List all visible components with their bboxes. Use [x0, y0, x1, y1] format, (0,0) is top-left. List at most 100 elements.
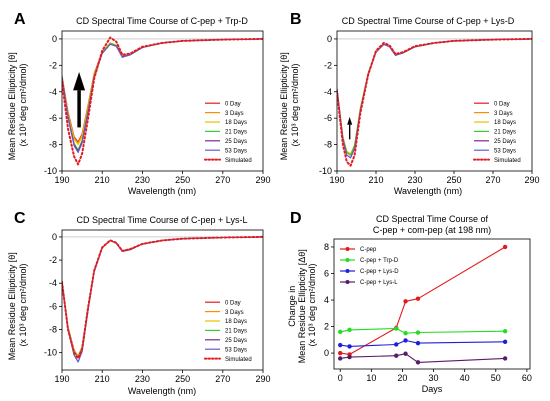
panel-b-legend-label-1: 3 Days	[494, 111, 513, 117]
panel-c-legend-label-0: 0 Day	[225, 300, 241, 306]
panel-a-legend-label-0: 0 Day	[225, 101, 241, 107]
panel-c-ylabel-line2: (x 10³ deg cm²/dmol)	[18, 263, 28, 346]
panel-a-ytick-label-4: -8	[49, 140, 57, 150]
panel-d-ytick-label-2: 4	[324, 295, 329, 305]
panel-c-legend-label-1: 3 Days	[225, 310, 244, 316]
panel-a-plot: 190 210 230 250 270 290 0 -2 -4 -6 -8 -10 0 Day 3 Day…	[44, 30, 271, 185]
panel-d-legend-marker-0	[345, 247, 350, 251]
panel-b-ytick-label-2: -4	[324, 87, 332, 97]
panel-d-xtick-label-0: 0	[338, 373, 343, 383]
panel-d-series-0-point-0	[338, 350, 343, 356]
panel-c-ytick-label-1: -2	[49, 255, 57, 265]
panel-a-xtick-label-0: 190	[54, 175, 69, 185]
panel-a-xtick-label-5: 290	[255, 175, 270, 185]
panel-b-legend: 0 Day 3 Days 18 Days 21 Days 25 Days 53 Days S…	[473, 101, 521, 164]
panel-b-ytick-label-3: -6	[324, 113, 332, 123]
panel-c-xtick-label-2: 230	[135, 374, 150, 384]
panel-d-ylabel-line2: Mean Residue Ellipticity [Δθ]	[297, 249, 307, 363]
panel-c-legend-label-3: 21 Days	[225, 329, 247, 335]
panel-c-title: CD Spectral Time Course of C-pep + Lys-L	[77, 215, 248, 225]
panel-d-ylabel-line1: Change in	[287, 286, 297, 327]
panel-b-arrow-head	[347, 116, 353, 125]
panel-a-title: CD Spectral Time Course of C-pep + Trp-D	[76, 16, 248, 26]
panel-b-ytick-label-1: -2	[324, 60, 332, 70]
panel-d-frame	[333, 238, 531, 370]
panel-b-title: CD Spectral Time Course of C-pep + Lys-D	[342, 16, 515, 26]
panel-b-xtick-label-5: 290	[524, 175, 539, 185]
panel-d-xlabel: Days	[422, 384, 443, 394]
panel-b-xlabel: Wavelength (nm)	[394, 186, 462, 196]
panel-d-series-2-line	[340, 339, 506, 347]
panel-d-series-3-point-5	[502, 356, 508, 361]
panel-b-legend-label-0: 0 Day	[494, 101, 510, 107]
panel-b-ytick-label-5: -10	[319, 166, 332, 176]
panel-c-xtick-label-0: 190	[54, 374, 69, 384]
panel-d-ytick-label-1: 2	[324, 322, 329, 332]
panel-b-series-2-line	[337, 38, 532, 155]
panel-b-series-1-line	[337, 38, 532, 156]
panel-c-legend-label-2: 18 Days	[225, 319, 247, 325]
panel-c-xtick-label-3: 250	[175, 374, 190, 384]
panel-c-legend-label-4: 25 Days	[225, 338, 247, 344]
panel-d-series-3-line	[340, 353, 506, 363]
panel-b-xtick-label-1: 210	[368, 175, 383, 185]
panel-a-ylabel-line2: (x 10³ deg cm²/dmol)	[18, 63, 28, 146]
panel-a-ytick-label-1: -2	[49, 60, 57, 70]
panel-b-series-0-line	[337, 38, 532, 156]
panel-c-ylabel-line1: Mean Residue Ellipticity [θ]	[7, 252, 17, 360]
panel-letter-b: B	[290, 11, 302, 28]
panel-d-legend-label-0: C-pep	[360, 247, 377, 253]
panel-c-xlabel: Wavelength (nm)	[128, 386, 196, 396]
panel-b-xtick-label-0: 190	[329, 175, 344, 185]
panel-a-legend-label-4: 25 Days	[225, 139, 247, 145]
panel-c-legend-label-5: 53 Days	[225, 347, 247, 353]
panel-d-series-0-point-3	[403, 299, 408, 304]
panel-a-legend-label-2: 18 Days	[225, 120, 247, 126]
panel-b-legend-label-3: 21 Days	[494, 130, 516, 136]
panel-d-series-2-point-4	[415, 340, 421, 346]
panel-d-xtick-label-4: 40	[460, 373, 470, 383]
panel-a-ytick-label-3: -6	[49, 113, 57, 123]
panel-c: C CD Spectral Time Course of C-pep + Lys…	[7, 210, 271, 396]
panel-d-series-2-point-1	[347, 344, 352, 349]
panel-d-series-1-line	[340, 327, 506, 334]
panel-a: A CD Spectral Time Course of C-pep + Trp…	[7, 11, 271, 196]
panel-d-xtick-label-3: 30	[429, 373, 439, 383]
panel-d-series-2-point-5	[502, 339, 508, 345]
panel-d-legend-marker-1	[345, 258, 350, 262]
panel-d-legend-label-2: C-pep + Lys-D	[360, 269, 399, 275]
panel-letter-c: C	[14, 210, 26, 227]
panel-d-ytick-label-0: 0	[324, 348, 329, 358]
panel-b-ytick-label-0: 0	[327, 34, 332, 44]
panel-a-ylabel: Mean Residue Ellipticity [θ] (x 10³ deg …	[7, 50, 28, 161]
panel-c-legend: 0 Day 3 Days 18 Days 21 Days 25 Days 53 Days S…	[204, 300, 252, 363]
panel-b-frame	[336, 30, 533, 172]
panel-d-ylabel-line3: (x 10³ deg cm²/dmol)	[307, 263, 317, 346]
panel-b-series-3-line	[337, 38, 532, 156]
panel-letter-d: D	[290, 210, 302, 227]
panel-b-ytick-label-4: -8	[324, 140, 332, 150]
panel-a-legend: 0 Day 3 Days 18 Days 21 Days 25 Days 53 Days S…	[204, 101, 252, 164]
panel-a-legend-label-5: 53 Days	[225, 148, 247, 154]
panel-d-title-line1: CD Spectral Time Course of	[376, 214, 489, 224]
panel-c-ytick-label-3: -6	[49, 301, 57, 311]
panel-b-legend-label-6: Simulated	[494, 158, 521, 164]
panel-b-legend-label-4: 25 Days	[494, 139, 516, 145]
panel-b-xtick-label-4: 270	[485, 175, 500, 185]
panel-c-xtick-label-4: 270	[215, 374, 230, 384]
panel-d-ylabel: Change in Mean Residue Ellipticity [Δθ] …	[287, 247, 317, 364]
panel-d-xtick-label-1: 10	[366, 373, 376, 383]
panel-a-xtick-label-1: 210	[95, 175, 110, 185]
panel-a-legend-label-1: 3 Days	[225, 111, 244, 117]
panel-a-legend-label-6: Simulated	[225, 158, 252, 164]
panel-b-series-6-line	[337, 37, 532, 167]
panel-a-series-group	[62, 36, 263, 166]
panel-a-xtick-label-3: 250	[175, 175, 190, 185]
panel-letter-a: A	[14, 11, 26, 28]
panel-a-frame	[61, 30, 264, 172]
panel-c-ytick-label-5: -10	[44, 348, 57, 358]
panel-c-plot: 190 210 230 250 270 290 0 -2 -4 -6 -8 -10 0 Day 3 Day…	[44, 229, 271, 384]
panel-d-legend-marker-2	[345, 269, 350, 273]
panel-b-ylabel-line2: (x 10³ deg cm²/dmol)	[290, 63, 300, 146]
